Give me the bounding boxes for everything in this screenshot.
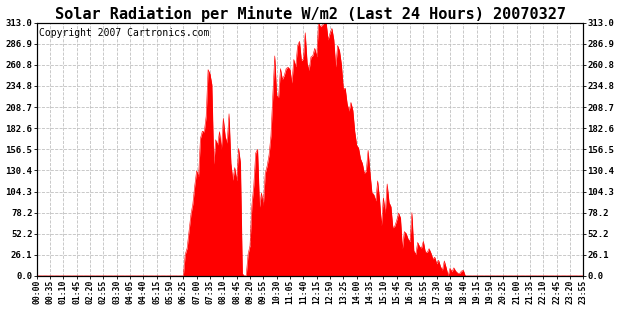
Title: Solar Radiation per Minute W/m2 (Last 24 Hours) 20070327: Solar Radiation per Minute W/m2 (Last 24… bbox=[55, 6, 565, 22]
Text: Copyright 2007 Cartronics.com: Copyright 2007 Cartronics.com bbox=[39, 28, 210, 38]
